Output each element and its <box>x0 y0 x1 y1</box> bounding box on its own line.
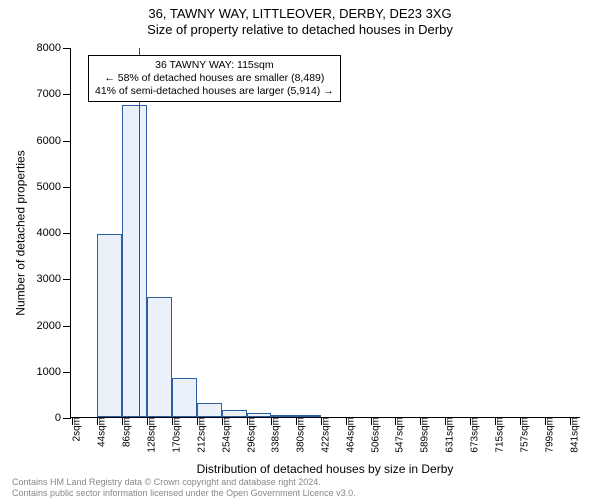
bars-layer <box>71 48 580 417</box>
x-tick-label: 44sqm <box>87 417 108 447</box>
x-tick-label: 841sqm <box>559 417 580 453</box>
histogram-bar <box>97 234 122 417</box>
annotation-line2: ← 58% of detached houses are smaller (8,… <box>95 72 334 85</box>
x-axis-label: Distribution of detached houses by size … <box>70 462 580 476</box>
x-tick-label: 2sqm <box>62 417 83 441</box>
chart-container: 36, TAWNY WAY, LITTLEOVER, DERBY, DE23 3… <box>0 0 600 500</box>
x-tick-label: 380sqm <box>286 417 307 453</box>
x-tick-label: 547sqm <box>385 417 406 453</box>
y-tick-label: 5000 <box>37 181 71 193</box>
x-tick-label: 254sqm <box>211 417 232 453</box>
histogram-bar <box>122 105 147 417</box>
footer-line1: Contains HM Land Registry data © Crown c… <box>12 477 356 487</box>
x-tick-label: 673sqm <box>460 417 481 453</box>
plot-area: 0100020003000400050006000700080002sqm44s… <box>70 48 580 418</box>
y-tick-label: 1000 <box>37 366 71 378</box>
y-tick-label: 6000 <box>37 135 71 147</box>
chart-title-line2: Size of property relative to detached ho… <box>0 22 600 38</box>
x-tick-label: 128sqm <box>136 417 157 453</box>
x-tick-label: 86sqm <box>112 417 133 447</box>
footer-line2: Contains public sector information licen… <box>12 488 356 498</box>
annotation-line3: 41% of semi-detached houses are larger (… <box>95 85 334 98</box>
histogram-bar <box>197 403 222 417</box>
subject-marker-line <box>139 48 140 417</box>
y-tick-label: 2000 <box>37 320 71 332</box>
x-tick-label: 715sqm <box>485 417 506 453</box>
x-tick-label: 589sqm <box>410 417 431 453</box>
x-tick-label: 631sqm <box>435 417 456 453</box>
chart-title-line1: 36, TAWNY WAY, LITTLEOVER, DERBY, DE23 3… <box>0 6 600 22</box>
y-tick-label: 3000 <box>37 273 71 285</box>
y-axis-label: Number of detached properties <box>14 48 28 418</box>
attribution-footer: Contains HM Land Registry data © Crown c… <box>12 477 356 498</box>
x-tick-label: 506sqm <box>361 417 382 453</box>
x-tick-label: 296sqm <box>236 417 257 453</box>
y-tick-label: 4000 <box>37 227 71 239</box>
x-tick-label: 338sqm <box>261 417 282 453</box>
histogram-bar <box>147 297 172 417</box>
y-tick-label: 8000 <box>37 42 71 54</box>
x-tick-label: 212sqm <box>186 417 207 453</box>
annotation-box: 36 TAWNY WAY: 115sqm ← 58% of detached h… <box>88 55 341 102</box>
chart-title: 36, TAWNY WAY, LITTLEOVER, DERBY, DE23 3… <box>0 6 600 37</box>
y-tick-label: 7000 <box>37 88 71 100</box>
x-tick-label: 799sqm <box>534 417 555 453</box>
histogram-bar <box>172 378 197 417</box>
x-tick-label: 422sqm <box>311 417 332 453</box>
y-axis-label-text: Number of detached properties <box>14 150 28 315</box>
x-tick-label: 464sqm <box>336 417 357 453</box>
annotation-line1: 36 TAWNY WAY: 115sqm <box>95 59 334 72</box>
histogram-bar <box>222 410 247 417</box>
x-tick-label: 170sqm <box>161 417 182 453</box>
x-tick-label: 757sqm <box>509 417 530 453</box>
